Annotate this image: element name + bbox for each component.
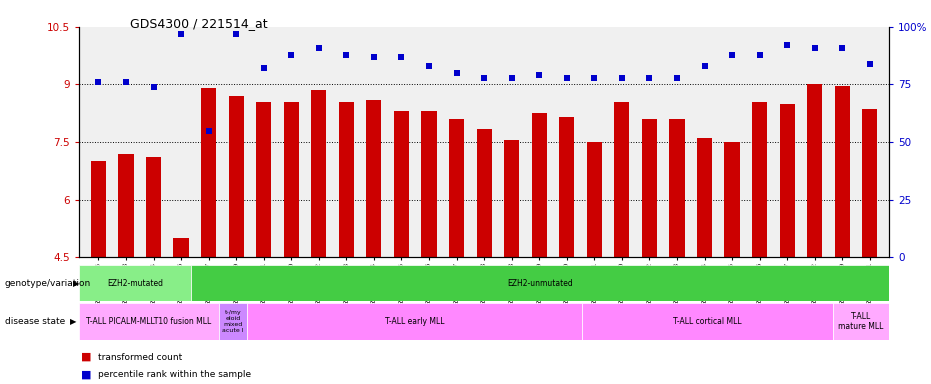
Point: [697, 63, 712, 69]
Bar: [118, 154, 133, 257]
Text: t-/my
eloid
mixed
acute l: t-/my eloid mixed acute l: [222, 310, 244, 333]
Bar: [477, 129, 492, 257]
Text: percentile rank within the sample: percentile rank within the sample: [98, 370, 250, 379]
Bar: [366, 100, 382, 257]
Bar: [833, 303, 889, 340]
Bar: [339, 102, 354, 257]
Bar: [247, 303, 582, 340]
Bar: [779, 104, 795, 257]
Text: disease state: disease state: [5, 317, 65, 326]
Point: [146, 84, 161, 90]
Bar: [311, 90, 327, 257]
Bar: [835, 86, 850, 257]
Point: [724, 51, 739, 58]
Text: T-ALL PICALM-MLLT10 fusion MLL: T-ALL PICALM-MLLT10 fusion MLL: [87, 317, 211, 326]
Text: GDS4300 / 221514_at: GDS4300 / 221514_at: [130, 17, 268, 30]
Bar: [284, 102, 299, 257]
Text: transformed count: transformed count: [98, 353, 182, 362]
Point: [669, 74, 684, 81]
Bar: [862, 109, 877, 257]
Bar: [641, 119, 657, 257]
Bar: [807, 84, 822, 257]
Point: [752, 51, 767, 58]
Text: T-ALL early MLL: T-ALL early MLL: [385, 317, 444, 326]
Bar: [697, 138, 712, 257]
Point: [862, 61, 877, 67]
Point: [256, 65, 271, 71]
Bar: [449, 119, 465, 257]
Bar: [256, 102, 271, 257]
Point: [118, 79, 133, 85]
Bar: [394, 111, 409, 257]
Bar: [201, 88, 216, 257]
Text: EZH2-mutated: EZH2-mutated: [107, 279, 163, 288]
Text: EZH2-unmutated: EZH2-unmutated: [507, 279, 573, 288]
Point: [614, 74, 629, 81]
Bar: [219, 303, 247, 340]
Point: [422, 63, 437, 69]
Point: [449, 70, 464, 76]
Bar: [504, 140, 519, 257]
Bar: [752, 102, 767, 257]
Point: [780, 42, 795, 48]
Point: [339, 51, 354, 58]
Point: [394, 54, 409, 60]
Text: ■: ■: [81, 369, 91, 379]
Text: genotype/variation: genotype/variation: [5, 279, 91, 288]
Bar: [724, 142, 739, 257]
Bar: [91, 161, 106, 257]
Point: [91, 79, 106, 85]
Point: [835, 45, 850, 51]
Bar: [229, 96, 244, 257]
Point: [477, 74, 492, 81]
Bar: [614, 102, 629, 257]
Bar: [79, 265, 191, 301]
Bar: [669, 119, 684, 257]
Text: T-ALL cortical MLL: T-ALL cortical MLL: [673, 317, 742, 326]
Bar: [79, 303, 219, 340]
Bar: [191, 265, 889, 301]
Bar: [532, 113, 546, 257]
Point: [367, 54, 382, 60]
Bar: [587, 142, 602, 257]
Bar: [422, 111, 437, 257]
Point: [284, 51, 299, 58]
Point: [642, 74, 657, 81]
Text: ■: ■: [81, 352, 91, 362]
Point: [587, 74, 601, 81]
Bar: [560, 117, 574, 257]
Bar: [582, 303, 833, 340]
Point: [560, 74, 574, 81]
Point: [311, 45, 326, 51]
Text: ▶: ▶: [73, 279, 79, 288]
Point: [229, 31, 244, 37]
Bar: [173, 238, 189, 257]
Point: [201, 127, 216, 134]
Text: T-ALL
mature MLL: T-ALL mature MLL: [839, 312, 884, 331]
Text: ▶: ▶: [70, 317, 76, 326]
Point: [505, 74, 519, 81]
Bar: [146, 157, 161, 257]
Point: [532, 72, 546, 78]
Point: [173, 31, 188, 37]
Point: [807, 45, 822, 51]
